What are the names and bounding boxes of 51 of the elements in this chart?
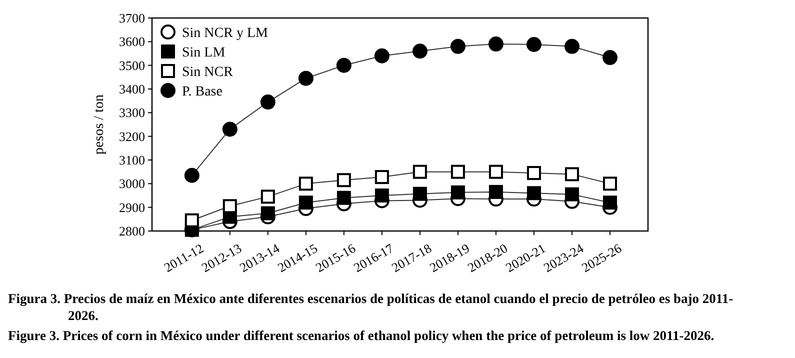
point <box>336 173 351 188</box>
point <box>374 188 389 202</box>
legend-label: Sin LM <box>182 45 226 60</box>
point <box>184 213 199 228</box>
point <box>564 187 579 202</box>
legend-label: Sin NCR y LM <box>182 26 269 41</box>
point <box>336 58 352 73</box>
point <box>374 48 390 64</box>
point <box>298 196 313 210</box>
legend-label: P. Base <box>182 84 222 100</box>
point <box>488 184 503 199</box>
point <box>450 38 466 54</box>
y-tick-label: 3200 <box>119 128 145 144</box>
y-tick-label: 3300 <box>119 105 145 120</box>
y-tick-label: 3400 <box>119 82 145 97</box>
point <box>564 167 579 182</box>
point <box>526 37 542 52</box>
point <box>374 170 389 184</box>
point <box>526 186 541 200</box>
point <box>336 190 351 205</box>
point <box>488 164 503 179</box>
y-tick-label: 3600 <box>119 34 145 50</box>
point <box>412 186 427 201</box>
point <box>412 164 427 179</box>
y-tick-label: 3500 <box>119 58 145 73</box>
point <box>260 206 275 220</box>
point <box>526 166 541 180</box>
point <box>450 185 465 200</box>
point <box>260 190 275 204</box>
point <box>298 176 313 191</box>
point <box>260 94 276 110</box>
point <box>602 176 617 191</box>
y-tick-label: 3700 <box>119 10 145 26</box>
point <box>222 199 237 214</box>
point <box>184 168 200 183</box>
point <box>298 70 314 86</box>
point <box>564 38 580 54</box>
y-tick-label: 2900 <box>119 200 145 215</box>
text: Figura 3. Precios de maíz en México ante diferentes escenarios de políticas de etanol cuando el precio de petróleo es bajo 2011-2026. <box>8 291 734 323</box>
point <box>222 122 238 137</box>
y-axis-title: pesos / ton <box>92 94 107 154</box>
point <box>602 50 618 66</box>
caption: Figure 3. Prices of corn in México under different scenarios of ethanol policy when the price of petroleum is low 2011-2026. <box>8 328 714 343</box>
point <box>450 164 465 179</box>
point <box>488 36 504 52</box>
legend-label: Sin NCR <box>182 64 234 80</box>
y-tick-label: 3100 <box>119 152 145 168</box>
y-tick-label: 2800 <box>119 224 145 239</box>
point <box>412 44 428 59</box>
y-tick-label: 3000 <box>119 176 145 192</box>
point <box>602 196 617 210</box>
